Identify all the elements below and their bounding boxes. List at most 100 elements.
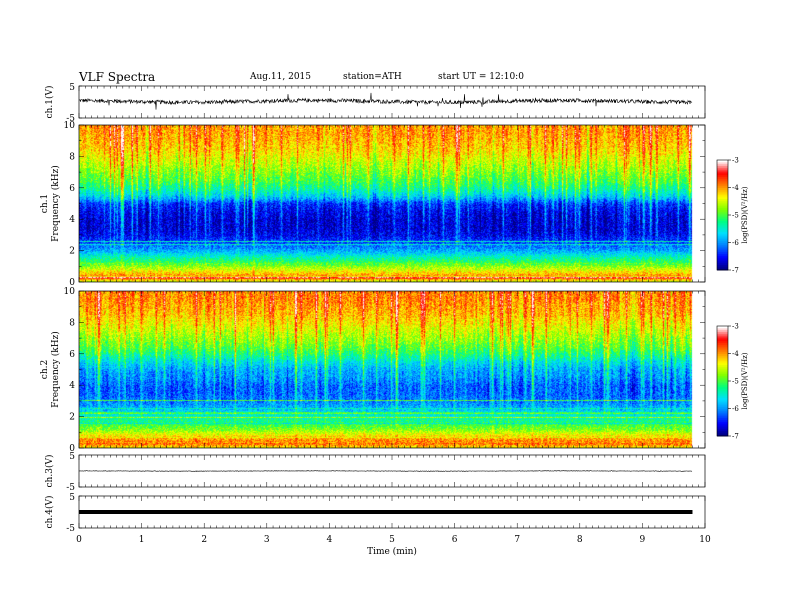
y-tick-label: 4 [69,215,75,225]
colorbar-tick-label: -5 [732,378,739,386]
colorbar-ch2: -3 -4 -5 -6 -7 log(PSD)(V²/Hz) [716,323,749,441]
y-tick-label: 8 [69,318,75,328]
colorbar-step [717,386,728,389]
colorbar-step [717,329,728,332]
colorbar-step [717,359,728,362]
colorbar-step [717,335,728,338]
colorbar-step [717,395,728,398]
colorbar-step [717,401,728,404]
colorbar-step [717,434,728,437]
colorbar-step [717,362,728,365]
colorbar-tick-label: -5 [732,212,739,220]
y-tick-label: 6 [69,350,75,360]
colorbar-step [717,240,728,243]
colorbar-step [717,373,728,376]
colorbar-tick-label: -6 [732,405,739,413]
colorbar-step [717,202,728,205]
y-axis-label: Frequency (kHz) [50,165,61,242]
colorbar-step [717,255,728,258]
colorbar-step [717,231,728,234]
colorbar-step [717,216,728,220]
colorbar-step [717,338,728,342]
colorbar-step [717,404,728,408]
colorbar-step [717,428,728,431]
colorbar-step [717,209,728,212]
colorbar-label: log(PSD)(V²/Hz) [741,352,749,409]
colorbar-step [717,264,728,267]
colorbar-step [717,366,728,369]
x-tick-label: 9 [640,535,646,545]
colorbar-step [717,382,728,386]
colorbar-tick-label: -7 [732,267,739,275]
colorbar-step [717,412,728,415]
colorbar-step [717,246,728,249]
colorbar-step [717,253,728,256]
x-tick-label: 5 [389,535,395,545]
chart-start-time: start UT = 12:10:0 [438,72,524,82]
colorbar-step [717,408,728,411]
colorbar-step [717,248,728,251]
colorbar-step [717,205,728,209]
colorbar-step [717,353,728,356]
colorbar-step [717,403,728,406]
colorbar-step [717,392,728,395]
x-tick-label: 2 [201,535,207,545]
colorbar-step [717,333,728,336]
colorbar-step [717,233,728,236]
colorbar-step [717,410,728,413]
colorbar-tick-label: -6 [732,239,739,247]
colorbar-step [717,368,728,371]
colorbar-step [717,342,728,345]
colorbar-step [717,262,728,265]
colorbar-step [717,211,728,214]
spectrogram-ch2 [79,291,705,448]
y-tick-label: 2 [69,413,75,423]
y-tick-label: 2 [69,247,75,257]
colorbar-step [717,419,728,422]
chart-station: station=ATH [343,72,402,82]
colorbar-step [717,235,728,238]
colorbar-step [717,377,728,380]
colorbar-step [717,340,728,343]
colorbar-step [717,364,728,367]
colorbar-tick-label: -7 [732,433,739,441]
x-axis-label: Time (min) [367,546,417,557]
colorbar-step [717,348,728,351]
x-tick-label: 7 [514,535,520,545]
trace-ch3 [78,470,693,472]
colorbar-step [717,183,728,187]
colorbar-step [717,371,728,375]
colorbar-step [717,327,728,331]
colorbar-step [717,174,728,177]
y-tick-label: 0 [69,278,75,288]
y-tick-label: -5 [66,524,75,534]
colorbar-step [717,238,728,242]
colorbar-step [717,268,728,271]
colorbar-step [717,200,728,203]
colorbar-tick-label: -3 [732,323,739,331]
colorbar-step [717,207,728,210]
y-axis-label: ch.1(V) [44,86,55,119]
colorbar-step [717,370,728,373]
y-tick-label: 5 [69,83,75,93]
colorbar-step [717,194,728,198]
chart-date: Aug.11, 2015 [250,72,311,82]
colorbar-step [717,360,728,364]
x-tick-label: 10 [699,535,711,545]
colorbar-step [717,226,728,229]
y-tick-label: 4 [69,381,75,391]
colorbar-step [717,351,728,354]
colorbar-step [717,388,728,391]
colorbar-step [717,191,728,194]
colorbar-step [717,227,728,231]
colorbar-step [717,375,728,378]
colorbar-step [717,337,728,340]
colorbar-step [717,331,728,334]
colorbar-step [717,257,728,260]
colorbar-step [717,161,728,165]
colorbar-step [717,193,728,196]
y-tick-label: 10 [64,121,76,131]
colorbar-step [717,165,728,168]
colorbar-step [717,178,728,181]
